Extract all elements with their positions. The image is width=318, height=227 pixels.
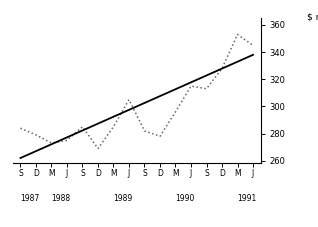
Text: 1991: 1991 <box>238 194 257 203</box>
Text: 1990: 1990 <box>176 194 195 203</box>
Text: 1989: 1989 <box>114 194 133 203</box>
Text: 1988: 1988 <box>52 194 71 203</box>
Y-axis label: $ m: $ m <box>307 12 318 21</box>
Text: 1987: 1987 <box>20 194 40 203</box>
